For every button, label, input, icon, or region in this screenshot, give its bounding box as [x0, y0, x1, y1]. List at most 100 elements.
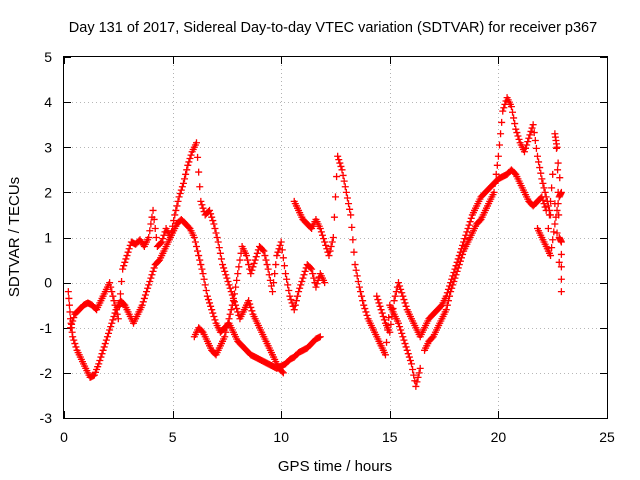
data-point-marker	[194, 247, 202, 255]
data-point-marker	[179, 179, 187, 187]
data-point-marker	[66, 308, 74, 316]
grid	[64, 57, 607, 418]
data-point-marker	[196, 183, 204, 191]
data-point-marker	[187, 151, 195, 159]
data-point-marker	[545, 211, 553, 219]
data-point-marker	[321, 279, 329, 287]
data-point-marker	[317, 228, 325, 236]
y-tick-label: 4	[44, 94, 52, 110]
data-point-marker	[514, 132, 522, 140]
data-point-marker	[145, 234, 153, 241]
data-point-marker	[538, 175, 546, 183]
data-point-marker	[352, 266, 360, 274]
data-point-marker	[261, 252, 269, 260]
data-point-marker	[170, 217, 178, 225]
data-point-marker	[121, 258, 129, 266]
data-point-marker	[498, 118, 506, 126]
data-point-marker	[396, 323, 404, 331]
data-point-marker	[199, 204, 207, 212]
data-point-marker	[402, 343, 410, 351]
data-point-marker	[147, 220, 155, 228]
data-point-marker	[400, 336, 408, 344]
data-point-marker	[119, 265, 127, 273]
data-point-marker	[279, 369, 287, 377]
data-point-marker	[297, 281, 305, 289]
data-point-marker	[449, 281, 457, 289]
data-point-marker	[300, 271, 308, 279]
data-point-marker	[443, 301, 451, 309]
data-point-marker	[388, 312, 396, 320]
data-point-marker	[291, 301, 299, 309]
data-point-marker	[403, 346, 411, 354]
data-point-marker	[332, 193, 339, 201]
data-point-marker	[309, 270, 317, 278]
data-point-marker	[530, 129, 538, 137]
data-point-marker	[497, 130, 505, 138]
data-point-marker	[100, 343, 108, 351]
data-point-marker	[414, 373, 422, 381]
x-tick-label: 10	[273, 429, 289, 445]
data-point-marker	[229, 297, 237, 305]
data-point-marker	[292, 297, 300, 305]
data-point-marker	[191, 238, 199, 246]
data-point-marker	[157, 239, 165, 247]
data-point-marker	[308, 265, 316, 273]
data-point-marker	[194, 153, 202, 161]
chart-title: Day 131 of 2017, Sidereal Day-to-day VTE…	[69, 20, 597, 36]
data-point-marker	[275, 245, 283, 253]
data-point-marker	[105, 329, 113, 337]
data-point-marker	[293, 292, 301, 300]
data-point-marker	[341, 183, 349, 191]
data-point-marker	[168, 228, 176, 236]
data-point-marker	[171, 211, 179, 219]
data-point-marker	[173, 202, 181, 210]
data-point-marker	[381, 351, 389, 359]
data-point-marker	[345, 200, 353, 208]
data-point-marker	[207, 210, 215, 218]
data-point-marker	[467, 214, 475, 222]
data-point-marker	[459, 250, 467, 258]
data-point-marker	[299, 274, 307, 282]
data-point-marker	[212, 229, 220, 237]
data-point-marker	[259, 246, 267, 254]
data-point-marker	[250, 259, 258, 267]
y-tick-label: 2	[44, 184, 52, 200]
data-point-marker	[274, 248, 282, 256]
data-point-marker	[99, 346, 107, 354]
data-point-marker	[549, 170, 557, 178]
data-point-marker	[401, 299, 409, 307]
data-point-marker	[231, 290, 239, 298]
data-point-marker	[442, 306, 450, 314]
data-point-marker	[452, 271, 460, 279]
data-point-marker	[273, 252, 281, 260]
data-point-marker	[555, 211, 563, 219]
data-point-marker	[527, 127, 535, 135]
data-point-marker	[248, 266, 256, 274]
data-point-marker	[178, 183, 186, 191]
data-point-marker	[123, 252, 131, 260]
data-point-marker	[375, 299, 383, 307]
data-point-marker	[490, 188, 498, 196]
data-point-marker	[312, 283, 320, 291]
data-point-marker	[391, 292, 399, 300]
data-point-marker	[327, 243, 335, 251]
data-point-marker	[322, 241, 330, 249]
data-point-marker	[143, 288, 151, 296]
data-point-marker	[335, 156, 343, 164]
data-point-marker	[213, 234, 221, 241]
data-point-marker	[166, 234, 174, 241]
data-point-marker	[326, 247, 334, 255]
data-point-marker	[466, 218, 474, 226]
data-point-marker	[376, 302, 384, 310]
data-point-marker	[204, 296, 212, 304]
data-point-marker	[248, 307, 256, 315]
data-point-marker	[202, 287, 210, 295]
data-point-marker	[113, 310, 121, 318]
data-point-marker	[107, 323, 115, 331]
data-point-marker	[270, 279, 278, 287]
data-point-marker	[448, 284, 456, 292]
data-point-marker	[203, 292, 211, 300]
data-point-marker	[209, 309, 217, 317]
data-point-marker	[464, 224, 472, 232]
